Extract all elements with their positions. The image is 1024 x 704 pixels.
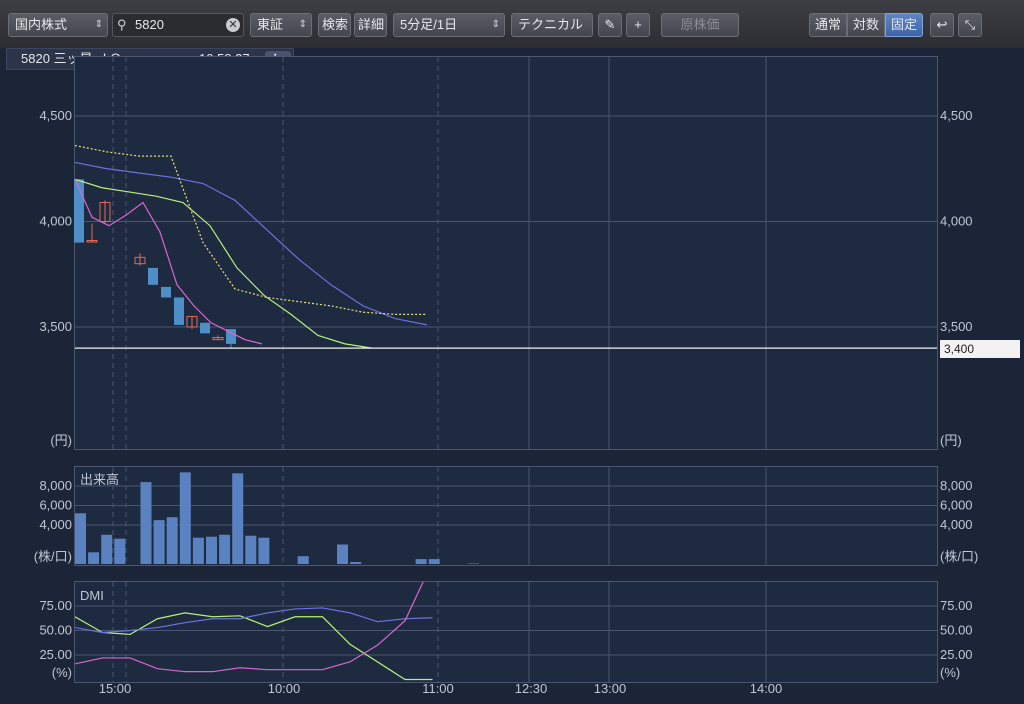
scale-normal-button[interactable]: 通常	[809, 13, 847, 37]
volume-bar	[428, 559, 440, 564]
volume-bar	[166, 517, 178, 564]
volume-bar	[232, 473, 244, 564]
plus-icon[interactable]: +	[626, 13, 650, 37]
dmi-y-tick-right: 50.00	[940, 623, 973, 638]
ma-mid-line	[74, 178, 373, 349]
volume-y-tick-right: 4,000	[940, 517, 973, 532]
volume-bar	[140, 482, 152, 564]
y-tick-label-left: 4,000	[39, 214, 72, 229]
ma-long-line	[74, 161, 428, 326]
volume-bar	[75, 513, 86, 564]
price-panel	[74, 56, 938, 450]
exchange-select[interactable]: 東証 ⇕	[250, 13, 312, 37]
dmi-y-tick-right: 25.00	[940, 647, 973, 662]
clear-icon[interactable]: ✕	[226, 18, 240, 32]
interval-select-label: 5分足/1日	[400, 17, 458, 32]
candle-body-up	[134, 256, 146, 265]
volume-y-tick-left: 4,000	[39, 517, 72, 532]
volume-y-tick-right: 6,000	[940, 498, 973, 513]
candle-body-down	[174, 297, 184, 325]
current-price-tag: 3,400	[940, 340, 1020, 358]
dmi-unit-right: (%)	[940, 665, 960, 680]
chevron-updown-icon: ⇕	[298, 19, 307, 30]
volume-panel	[74, 466, 938, 566]
candle-body-down	[148, 267, 158, 285]
y-tick-label-right: 3,500	[940, 319, 973, 334]
base-price-button[interactable]: 原株価	[661, 13, 739, 37]
market-select-label: 国内株式	[15, 17, 68, 32]
market-select[interactable]: 国内株式 ⇕	[8, 13, 108, 37]
volume-title: 出来高	[80, 472, 119, 487]
volume-bar	[337, 544, 348, 564]
detail-button[interactable]: 詳細	[354, 13, 387, 37]
toolbar: 国内株式 ⇕ ⚲ 5820 ✕ 東証 ⇕ 検索 詳細 5分足/1日 ⇕ テクニカ…	[0, 0, 1024, 49]
price-unit-right: (円)	[940, 433, 962, 448]
dmi-series-line	[75, 612, 433, 681]
candle-body-up	[86, 239, 98, 243]
search-input-value: 5820	[135, 17, 164, 32]
x-tick-label: 13:00	[594, 681, 627, 696]
y-tick-label-left: 3,500	[39, 319, 72, 334]
chevron-updown-icon: ⇕	[491, 19, 500, 30]
ma-short-line	[74, 179, 263, 345]
volume-y-tick-left: 8,000	[39, 478, 72, 493]
volume-bar	[192, 537, 204, 564]
volume-unit-left: (株/口)	[34, 549, 72, 564]
chevron-updown-icon: ⇕	[94, 19, 103, 30]
volume-bar	[88, 552, 100, 564]
dmi-series-line	[75, 607, 433, 634]
volume-bar	[114, 538, 126, 564]
volume-bar	[179, 472, 191, 564]
search-input[interactable]: ⚲ 5820 ✕	[112, 13, 244, 37]
price-unit-left: (円)	[50, 433, 72, 448]
dotted-band-line	[74, 144, 427, 315]
candle-body-up	[186, 315, 198, 328]
y-tick-label-right: 4,000	[940, 214, 973, 229]
dmi-y-tick-right: 75.00	[940, 598, 973, 613]
x-tick-label: 14:00	[750, 681, 783, 696]
dmi-title: DMI	[80, 588, 104, 603]
interval-select[interactable]: 5分足/1日 ⇕	[393, 13, 505, 37]
volume-bar	[297, 556, 309, 564]
dmi-y-tick-left: 50.00	[39, 623, 72, 638]
volume-bar	[101, 534, 113, 564]
dmi-panel	[74, 581, 938, 683]
scale-fixed-button[interactable]: 固定	[885, 13, 923, 37]
y-tick-label-right: 4,500	[940, 108, 973, 123]
volume-bar	[245, 535, 257, 564]
dmi-y-tick-left: 25.00	[39, 647, 72, 662]
dmi-y-tick-left: 75.00	[39, 598, 72, 613]
volume-y-tick-left: 6,000	[39, 498, 72, 513]
exchange-select-label: 東証	[257, 17, 284, 32]
dmi-series-line	[75, 582, 424, 673]
volume-bar	[206, 536, 217, 564]
y-tick-label-left: 4,500	[39, 108, 72, 123]
technical-button[interactable]: テクニカル	[511, 13, 593, 37]
pencil-icon[interactable]: ✎	[598, 13, 622, 37]
x-tick-label: 12:30	[515, 681, 548, 696]
undo-icon[interactable]: ↩	[930, 13, 954, 37]
candle-body-up	[99, 202, 111, 222]
candle-body-down	[200, 322, 210, 334]
dmi-unit-left: (%)	[52, 665, 72, 680]
volume-bar	[258, 537, 270, 564]
search-icon: ⚲	[117, 17, 127, 32]
search-button[interactable]: 検索	[318, 13, 351, 37]
volume-bar	[350, 562, 362, 564]
x-tick-label: 10:00	[268, 681, 301, 696]
volume-bar	[415, 559, 427, 564]
volume-bar	[219, 534, 231, 564]
scale-log-button[interactable]: 対数	[847, 13, 885, 37]
candle-body-down	[226, 329, 236, 344]
x-tick-label: 11:00	[422, 681, 454, 696]
shrink-icon[interactable]: ⤡	[958, 13, 982, 37]
x-tick-label: 15:00	[99, 681, 132, 696]
volume-bar	[153, 520, 165, 564]
candle-body-down	[161, 286, 171, 298]
candle-body-up	[212, 337, 224, 341]
candle-body-down	[74, 179, 84, 243]
volume-unit-right: (株/口)	[940, 549, 978, 564]
volume-y-tick-right: 8,000	[940, 478, 973, 493]
